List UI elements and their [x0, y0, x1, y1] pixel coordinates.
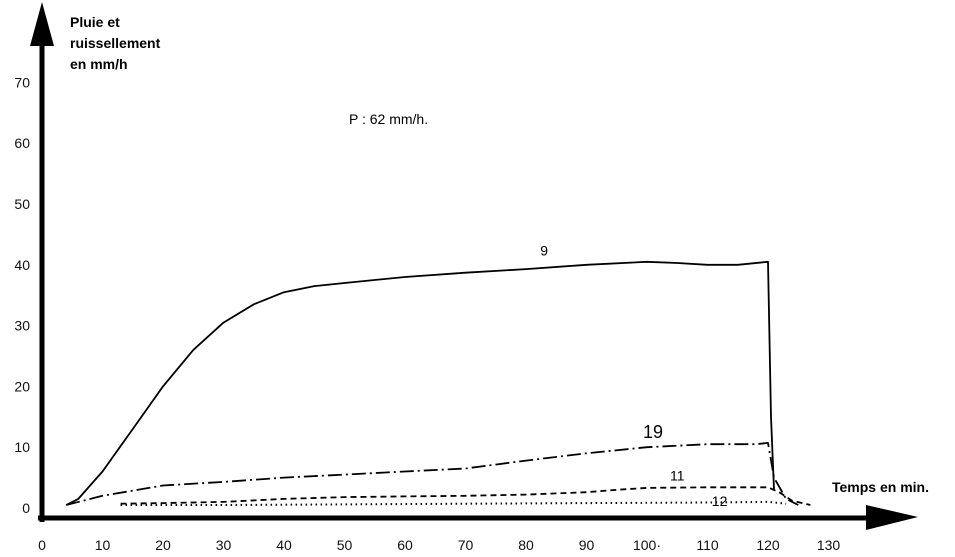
x-tick-label: 10	[95, 537, 111, 553]
x-tick-label: 30	[216, 537, 232, 553]
y-axis-label-line-3: en mm/h	[70, 56, 128, 72]
x-tick-label: 40	[276, 537, 292, 553]
x-tick-label: 100·	[633, 537, 661, 553]
series-label-19: 19	[643, 422, 663, 442]
y-tick-label: 10	[14, 439, 30, 455]
x-tick-label: 60	[397, 537, 413, 553]
y-axis-label-line-2: ruissellement	[70, 35, 161, 51]
y-tick-label: 20	[14, 378, 30, 394]
series-line-19	[65, 442, 799, 506]
series-line-12	[120, 500, 787, 506]
series-lines	[65, 260, 811, 506]
y-tick-label: 60	[14, 135, 30, 151]
x-tick-label: 120	[756, 537, 780, 553]
y-tick-label: 30	[14, 318, 30, 334]
series-line-11	[120, 486, 811, 506]
series-label-11: 11	[670, 468, 685, 484]
axes	[30, 2, 918, 530]
y-tick-label: 0	[22, 500, 30, 516]
y-tick-label: 40	[14, 257, 30, 273]
y-tick-label: 50	[14, 196, 30, 212]
series-label-9: 9	[540, 243, 548, 259]
x-tick-label: 90	[579, 537, 595, 553]
series-label-12: 12	[712, 493, 728, 509]
x-tick-label: 80	[518, 537, 534, 553]
x-tick-label: 110	[696, 537, 719, 553]
x-tick-label: 0	[38, 537, 46, 553]
y-tick-label: 70	[14, 74, 30, 90]
x-axis-arrow	[866, 505, 918, 530]
series-line-9	[65, 260, 775, 506]
series-labels: 9 19 11 12	[540, 243, 727, 509]
x-tick-label: 130	[817, 537, 841, 553]
x-tick-label: 70	[458, 537, 474, 553]
y-axis-label-line-1: Pluie et	[70, 14, 120, 30]
x-axis-label: Temps en min.	[832, 479, 929, 495]
tick-labels: 0 10 20 30 40 50 60 70 0 10 20 30 40 50 60 70 80 90 100· 11…	[14, 74, 840, 553]
x-tick-label: 20	[155, 537, 171, 553]
y-axis-arrow	[30, 2, 54, 46]
x-tick-label: 50	[337, 537, 353, 553]
rainfall-annotation: P : 62 mm/h.	[349, 111, 428, 127]
